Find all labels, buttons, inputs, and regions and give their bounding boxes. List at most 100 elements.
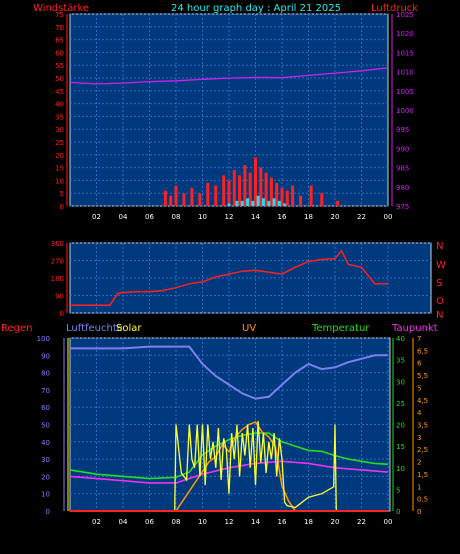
pressure-y-tick-label: 1015 — [396, 49, 414, 57]
wind-y-tick-label: 0 — [60, 203, 64, 211]
uv-y-tick-label: 2 — [417, 459, 421, 467]
uv-axis-title: UV — [242, 323, 256, 334]
uv-y-tick-label: 1 — [417, 483, 421, 491]
uv-y-tick-label: 3,5 — [417, 422, 428, 430]
compass-west: W — [436, 260, 446, 271]
temperature-y-tick-label: 35 — [396, 357, 405, 365]
x-tick-label: 00 — [384, 213, 393, 221]
wind-y-tick-label: 45 — [55, 88, 64, 96]
wind-bar — [248, 172, 252, 206]
x-tick-label: 08 — [172, 213, 181, 221]
wind-bar — [269, 177, 273, 206]
wind-y-tick-label: 5 — [60, 190, 64, 198]
x-tick-label: 06 — [145, 518, 154, 526]
humidity-axis-title: Luftfeuchte — [66, 323, 123, 334]
wind-bar — [238, 175, 242, 206]
temperature-y-tick-label: 40 — [396, 335, 405, 343]
humidity-y-tick-label: 30 — [41, 456, 50, 464]
uv-y-tick-label: 5,5 — [417, 372, 428, 380]
winddir-y-tick-label: 360 — [51, 240, 64, 248]
temperature-y-tick-label: 30 — [396, 378, 405, 386]
temperature-y-tick-label: 20 — [396, 422, 405, 430]
humidity-y-tick-label: 0 — [46, 508, 50, 516]
uv-y-tick-label: 3 — [417, 434, 421, 442]
x-tick-label: 08 — [172, 518, 181, 526]
wind-y-tick-label: 60 — [55, 49, 64, 57]
uv-y-tick-label: 0 — [417, 508, 421, 516]
winddir-y-tick-label: 90 — [55, 293, 64, 301]
wind-bar — [243, 165, 247, 206]
wind-bar — [320, 193, 324, 206]
winddir-y-tick-label: 270 — [51, 258, 64, 266]
wind-bar — [309, 185, 313, 206]
wind-bar — [222, 175, 226, 206]
humidity-y-tick-label: 70 — [41, 387, 50, 395]
axes: 0510152025303540455055606570759759809859… — [37, 11, 429, 526]
pressure-y-tick-label: 1000 — [396, 107, 414, 115]
uv-y-tick-label: 4 — [417, 409, 422, 417]
solar-line — [174, 420, 337, 512]
uv-y-tick-label: 0,5 — [417, 496, 428, 504]
rain-axis-title: Regen — [1, 323, 33, 334]
uv-y-tick-label: 7 — [417, 335, 421, 343]
x-tick-label: 02 — [92, 213, 101, 221]
wind-bar — [163, 190, 167, 206]
wind-y-tick-label: 30 — [55, 126, 64, 134]
wind-bar — [227, 180, 231, 206]
grid — [70, 13, 431, 512]
wind-bar — [264, 172, 268, 206]
gust-bar — [283, 203, 287, 206]
x-tick-label: 10 — [198, 213, 207, 221]
x-tick-label: 16 — [278, 213, 287, 221]
humidity-line — [70, 345, 388, 400]
pressure-y-tick-label: 985 — [396, 165, 409, 173]
pressure-y-tick-label: 995 — [396, 126, 409, 134]
uv-y-tick-label: 4,5 — [417, 397, 428, 405]
pressure-y-tick-label: 975 — [396, 203, 409, 211]
uv-y-tick-label: 6,5 — [417, 347, 428, 355]
wind-y-tick-label: 65 — [55, 37, 64, 45]
x-tick-label: 22 — [357, 213, 366, 221]
wind-y-tick-label: 15 — [55, 165, 64, 173]
wind-y-tick-label: 50 — [55, 75, 64, 83]
wind-y-tick-label: 10 — [55, 177, 64, 185]
wind-y-tick-label: 40 — [55, 101, 64, 109]
wind-bar — [190, 188, 194, 206]
gust-bar — [246, 198, 250, 206]
compass-south: S — [436, 278, 442, 289]
temperature-y-tick-label: 5 — [396, 486, 400, 494]
humidity-y-tick-label: 60 — [41, 404, 50, 412]
temperature-y-tick-label: 25 — [396, 400, 405, 408]
wind-bar — [259, 167, 263, 206]
humidity-y-tick-label: 100 — [37, 335, 50, 343]
data-marks — [69, 67, 389, 512]
wind-y-tick-label: 70 — [55, 24, 64, 32]
compass-north-bottom: N — [436, 310, 443, 321]
x-tick-label: 10 — [198, 518, 207, 526]
winddir-y-tick-label: 0 — [60, 310, 64, 318]
wind-bar — [206, 182, 210, 206]
x-tick-label: 02 — [92, 518, 101, 526]
pressure-y-tick-label: 1010 — [396, 69, 414, 77]
pressure-axis-title: Luftdruck — [371, 3, 418, 14]
humidity-y-tick-label: 40 — [41, 439, 50, 447]
wind-bar — [275, 182, 279, 206]
wind-y-tick-label: 75 — [55, 11, 64, 19]
wind-y-tick-label: 55 — [55, 62, 64, 70]
temperature-y-tick-label: 15 — [396, 443, 405, 451]
x-tick-label: 14 — [251, 213, 260, 221]
solar-axis-title: Solar — [116, 323, 142, 334]
compass-east: O — [436, 296, 444, 307]
pressure-line — [69, 67, 389, 85]
humidity-y-tick-label: 50 — [41, 422, 50, 430]
x-tick-label: 18 — [304, 213, 313, 221]
humidity-y-tick-label: 10 — [41, 491, 50, 499]
humidity-y-tick-label: 90 — [41, 352, 50, 360]
pressure-y-tick-label: 1025 — [396, 11, 414, 19]
wind-bar — [291, 185, 295, 206]
wind-bar — [285, 190, 289, 206]
wind-bar — [174, 185, 178, 206]
temperature-line — [69, 432, 389, 480]
wind-y-tick-label: 20 — [55, 152, 64, 160]
